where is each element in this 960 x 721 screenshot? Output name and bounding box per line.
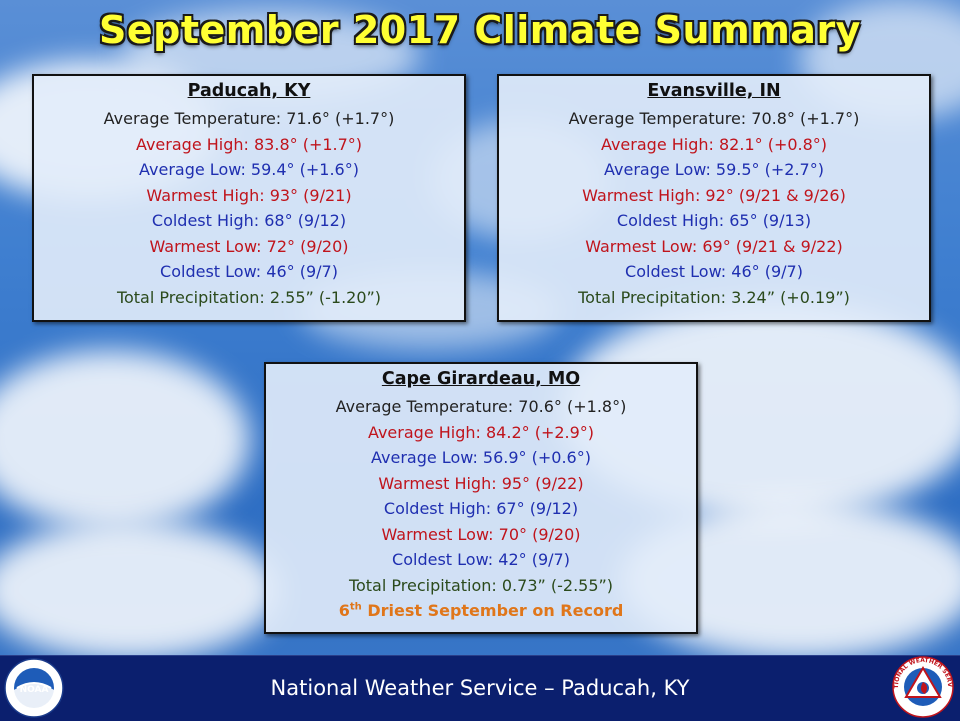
station-name: Paducah, KY xyxy=(187,81,311,101)
average-high: Average High: 83.8° (+1.7°) xyxy=(135,134,363,154)
average-temperature: Average Temperature: 70.8° (+1.7°) xyxy=(568,109,860,128)
nws-logo-icon: NATIONAL WEATHER SERVICE xyxy=(890,656,954,718)
average-high: Average High: 84.2° (+2.9°) xyxy=(367,422,595,442)
footer-bar: National Weather Service – Paducah, KY xyxy=(0,655,960,721)
average-temperature: Average Temperature: 70.6° (+1.8°) xyxy=(335,397,627,416)
record-note-text: Driest September on Record xyxy=(361,601,624,620)
total-precipitation: Total Precipitation: 0.73” (-2.55”) xyxy=(348,575,614,595)
coldest-low: Coldest Low: 46° (9/7) xyxy=(160,262,338,281)
noaa-logo-text: NOAA xyxy=(20,685,49,695)
station-box-paducah: Paducah, KY Average Temperature: 71.6° (… xyxy=(32,74,466,322)
coldest-high: Coldest High: 68° (9/12) xyxy=(151,211,347,230)
average-high: Average High: 82.1° (+0.8°) xyxy=(600,134,828,154)
record-note: 6th Driest September on Record xyxy=(266,598,696,624)
sky-background xyxy=(0,0,960,655)
page-title: September 2017 Climate Summary xyxy=(99,8,861,52)
station-box-cape-girardeau: Cape Girardeau, MO Average Temperature: … xyxy=(264,362,698,634)
coldest-high: Coldest High: 67° (9/12) xyxy=(383,499,579,518)
coldest-high: Coldest High: 65° (9/13) xyxy=(616,211,812,230)
total-precipitation: Total Precipitation: 3.24” (+0.19”) xyxy=(578,287,850,307)
warmest-low: Warmest Low: 69° (9/21 & 9/22) xyxy=(585,236,843,256)
total-precipitation: Total Precipitation: 2.55” (-1.20”) xyxy=(116,287,382,307)
warmest-high: Warmest High: 92° (9/21 & 9/26) xyxy=(582,185,846,205)
station-name: Cape Girardeau, MO xyxy=(381,369,581,389)
coldest-low: Coldest Low: 46° (9/7) xyxy=(625,262,803,281)
record-ordinal: 6 xyxy=(338,601,350,620)
footer-text: National Weather Service – Paducah, KY xyxy=(270,676,690,700)
coldest-low: Coldest Low: 42° (9/7) xyxy=(392,550,570,569)
warmest-high: Warmest High: 93° (9/21) xyxy=(146,185,352,205)
warmest-high: Warmest High: 95° (9/22) xyxy=(378,473,584,493)
station-name: Evansville, IN xyxy=(647,81,781,101)
record-ordinal-suffix: th xyxy=(349,601,362,613)
warmest-low: Warmest Low: 72° (9/20) xyxy=(149,236,349,256)
average-low: Average Low: 59.4° (+1.6°) xyxy=(139,160,359,179)
average-low: Average Low: 59.5° (+2.7°) xyxy=(604,160,824,179)
warmest-low: Warmest Low: 70° (9/20) xyxy=(381,524,581,544)
average-temperature: Average Temperature: 71.6° (+1.7°) xyxy=(103,109,395,128)
average-low: Average Low: 56.9° (+0.6°) xyxy=(371,448,591,467)
noaa-logo-icon: NOAA xyxy=(4,658,64,718)
station-box-evansville: Evansville, IN Average Temperature: 70.8… xyxy=(497,74,931,322)
